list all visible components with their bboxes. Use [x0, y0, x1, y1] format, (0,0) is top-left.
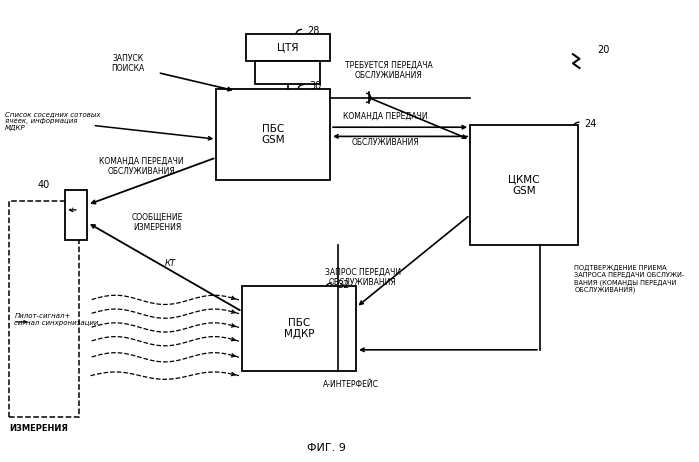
Text: СООБЩЕНИЕ
ИЗМЕРЕНИЯ: СООБЩЕНИЕ ИЗМЕРЕНИЯ — [132, 212, 183, 231]
Text: 40: 40 — [38, 180, 50, 190]
Text: 32: 32 — [338, 280, 350, 290]
Text: 24: 24 — [584, 119, 597, 129]
Text: ЗАПУСК
ПОИСКА: ЗАПУСК ПОИСКА — [112, 54, 145, 73]
Text: ПБС
МДКР: ПБС МДКР — [284, 318, 315, 340]
Text: ПБС
GSM: ПБС GSM — [261, 124, 285, 146]
Text: ИЗМЕРЕНИЯ: ИЗМЕРЕНИЯ — [9, 424, 68, 433]
Text: ТРЕБУЕТСЯ ПЕРЕДАЧА
ОБСЛУЖИВАНИЯ: ТРЕБУЕТСЯ ПЕРЕДАЧА ОБСЛУЖИВАНИЯ — [345, 61, 433, 80]
Text: 28: 28 — [308, 26, 319, 36]
Bar — [245, 34, 330, 61]
Bar — [243, 286, 356, 371]
Text: 30: 30 — [309, 81, 322, 91]
Text: КОМАНДА ПЕРЕДАЧИ: КОМАНДА ПЕРЕДАЧИ — [343, 112, 428, 121]
Text: сигнал синхронизации: сигнал синхронизации — [15, 320, 99, 326]
Bar — [216, 89, 330, 181]
Bar — [255, 61, 320, 84]
Text: ЦКМС
GSM: ЦКМС GSM — [508, 174, 540, 196]
Text: Пилот-сигнал+: Пилот-сигнал+ — [15, 313, 71, 319]
Text: ЗАПРОС ПЕРЕДАЧИ
ОБСЛУЖИВАНИЯ: ЗАПРОС ПЕРЕДАЧИ ОБСЛУЖИВАНИЯ — [324, 267, 401, 286]
Text: Список соседних сотовых
ячеек, информация
МДКР: Список соседних сотовых ячеек, информаци… — [5, 111, 100, 131]
Text: КТ: КТ — [165, 259, 176, 267]
Bar — [65, 190, 87, 240]
Bar — [9, 201, 79, 417]
Text: КОМАНДА ПЕРЕДАЧИ
ОБСЛУЖИВАНИЯ: КОМАНДА ПЕРЕДАЧИ ОБСЛУЖИВАНИЯ — [99, 157, 184, 176]
Bar — [470, 125, 577, 245]
Text: 20: 20 — [597, 45, 610, 55]
Text: ПОДТВЕРЖДЕНИЕ ПРИЕМА
ЗАПРОСА ПЕРЕДАЧИ ОБСЛУЖИ-
ВАНИЯ (КОМАНДЫ ПЕРЕДАЧИ
ОБСЛУЖИВА: ПОДТВЕРЖДЕНИЕ ПРИЕМА ЗАПРОСА ПЕРЕДАЧИ ОБ… — [575, 265, 684, 293]
Text: ЦТЯ: ЦТЯ — [277, 43, 298, 52]
Text: ФИГ. 9: ФИГ. 9 — [308, 444, 346, 453]
Text: А-ИНТЕРФЕЙС: А-ИНТЕРФЕЙС — [324, 380, 380, 389]
Text: ОБСЛУЖИВАНИЯ: ОБСЛУЖИВАНИЯ — [352, 138, 419, 146]
